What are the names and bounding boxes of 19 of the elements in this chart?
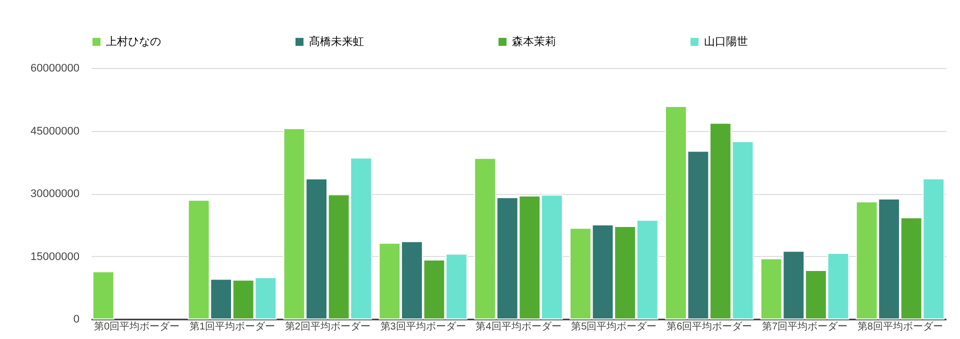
x-tick-label: 第3回平均ボーダー [380, 320, 466, 332]
legend-label: 髙橋未来虹 [309, 34, 364, 48]
legend-label: 森本茉莉 [512, 34, 556, 48]
legend-label: 山口陽世 [704, 34, 748, 48]
x-tick-label: 第8回平均ボーダー [857, 320, 943, 332]
bar [92, 271, 114, 320]
x-tick-label: 第1回平均ボーダー [189, 320, 276, 332]
x-tick-label: 第4回平均ボーダー [476, 320, 562, 332]
legend-label: 上村ひなの [106, 34, 161, 48]
y-tick-label: 45000000 [30, 125, 80, 138]
x-tick-label: 第6回平均ボーダー [666, 320, 752, 332]
y-tick-label: 15000000 [30, 250, 80, 263]
x-tick-label: 第7回平均ボーダー [762, 320, 848, 332]
y-tick-label: 60000000 [30, 62, 80, 74]
x-tick-label: 第2回平均ボーダー [284, 320, 370, 332]
x-tick-label: 第5回平均ボーダー [571, 320, 657, 332]
y-tick-label: 30000000 [30, 188, 80, 200]
x-tick-label: 第0回平均ボーダー [94, 320, 180, 332]
y-tick-label: 0 [73, 314, 80, 326]
